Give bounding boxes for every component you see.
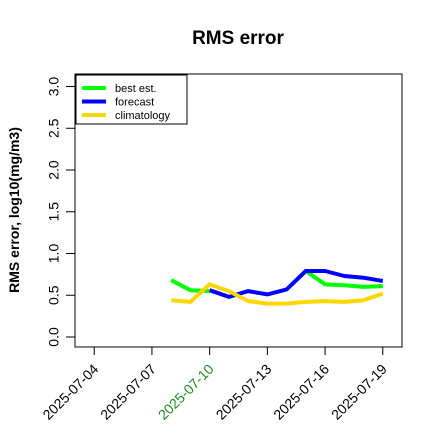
x-tick-label: 2025-07-13 bbox=[213, 361, 275, 423]
y-tick-label: 0.0 bbox=[46, 327, 62, 347]
y-tick-label: 2.5 bbox=[46, 118, 62, 138]
y-tick-label: 3.0 bbox=[46, 77, 62, 97]
series-line-1 bbox=[304, 269, 383, 289]
y-tick-label: 1.0 bbox=[46, 244, 62, 264]
legend-label: best est. bbox=[115, 83, 157, 95]
y-tick-label: 1.5 bbox=[46, 202, 62, 222]
y-tick-label: 2.0 bbox=[46, 160, 62, 180]
x-tick-label: 2025-07-04 bbox=[39, 361, 101, 423]
x-tick-label: 2025-07-07 bbox=[97, 361, 159, 423]
legend-label: climatology bbox=[115, 110, 171, 122]
y-axis-label: RMS error, log10(mg/m3) bbox=[6, 127, 22, 293]
y-tick-label: 0.5 bbox=[46, 285, 62, 305]
y-axis: 0.0 0.5 1.0 1.5 2.0 2.5 3.0 bbox=[46, 77, 75, 347]
x-axis: 2025-07-042025-07-072025-07-102025-07-13… bbox=[39, 347, 390, 423]
x-tick-label: 2025-07-10 bbox=[155, 361, 217, 423]
x-tick-label: 2025-07-19 bbox=[328, 361, 390, 423]
series-line-3 bbox=[171, 282, 384, 306]
series-layer bbox=[170, 269, 384, 306]
legend-label: forecast bbox=[115, 97, 154, 109]
chart-title: RMS error bbox=[192, 28, 284, 49]
x-tick-label: 2025-07-16 bbox=[270, 361, 332, 423]
plot-frame bbox=[74, 73, 403, 348]
